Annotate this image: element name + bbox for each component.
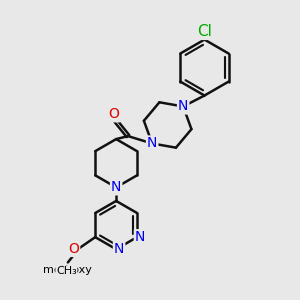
Text: N: N xyxy=(147,136,157,151)
Text: CH₃: CH₃ xyxy=(56,266,77,276)
Text: methoxy: methoxy xyxy=(44,265,92,275)
Text: N: N xyxy=(135,230,145,244)
Text: O: O xyxy=(109,107,120,121)
Text: O: O xyxy=(68,242,79,256)
Text: N: N xyxy=(114,242,124,256)
Text: Cl: Cl xyxy=(197,24,212,39)
Text: N: N xyxy=(111,180,121,194)
Text: N: N xyxy=(178,100,188,113)
